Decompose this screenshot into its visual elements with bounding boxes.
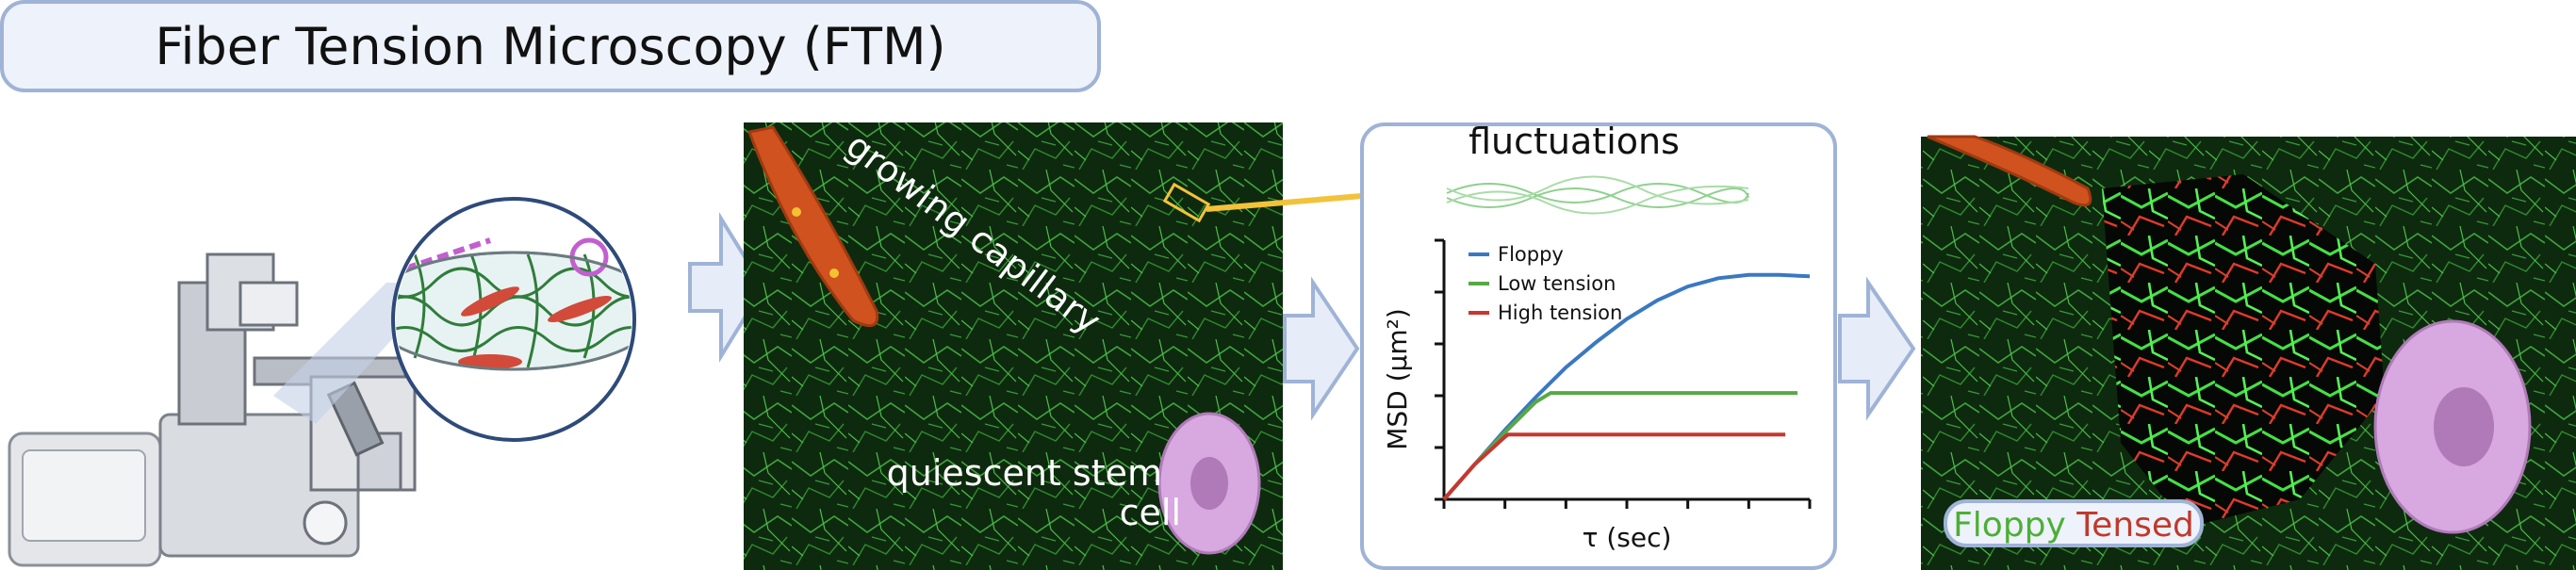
fluctuations-heading: fluctuations (1468, 121, 1680, 162)
arrow-3 (1838, 276, 1916, 421)
legend-entry-1: Low tension (1498, 272, 1616, 295)
fiber-tension-image (1921, 135, 2576, 570)
petri-dish-inset (391, 197, 636, 442)
legend-entry-0: Floppy (1498, 243, 1564, 266)
page-title: Fiber Tension Microscopy (FTM) (155, 16, 946, 76)
arrow-2 (1283, 276, 1360, 421)
legend-floppy-word: Floppy (1953, 506, 2066, 545)
tension-legend: Floppy Tensed (1953, 506, 2194, 545)
y-axis-label: MSD (µm²) (1382, 308, 1413, 450)
microscope-illustration (8, 252, 443, 567)
series-line-2 (1442, 432, 1786, 501)
legend-tensed-word: Tensed (2076, 506, 2194, 545)
arrow-1 (688, 211, 766, 364)
stem-cell-label-line2: cell (1120, 492, 1181, 533)
x-axis-label: τ (sec) (1583, 522, 1672, 553)
msd-chart: τ (sec) MSD (µm²) Floppy Low tension High te… (1382, 238, 1812, 553)
tension-legend-box (1944, 499, 2204, 547)
legend-entry-2: High tension (1498, 301, 1622, 324)
title-box: Fiber Tension Microscopy (FTM) (0, 0, 1101, 92)
stem-cell-label-line1: quiescent stem (887, 452, 1162, 494)
fiber-network-image (744, 122, 1283, 570)
fluctuation-waves (1446, 175, 1749, 215)
